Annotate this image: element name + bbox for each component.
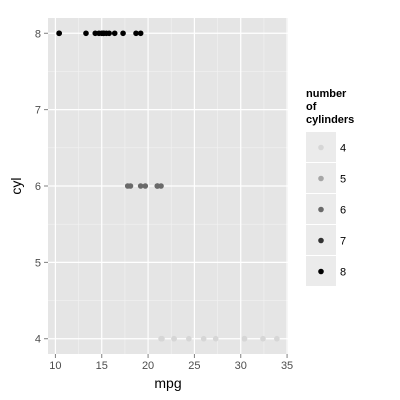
data-point [158,335,164,342]
legend-entry-label: 5 [340,174,346,186]
y-tick-label: 8 [35,28,41,40]
data-points [56,30,280,342]
legend-title-line-3: cylinders [306,114,354,126]
grid-lines [48,18,288,354]
data-point [171,335,177,342]
x-tick-label: 10 [49,360,61,372]
data-point [111,30,118,37]
data-point [133,30,139,37]
legend-key-point [318,144,324,151]
x-tick-label: 20 [142,360,154,372]
legend-key-point [318,268,324,275]
x-tick-label: 30 [235,360,247,372]
legend-title-line-1: number [306,88,347,100]
x-axis-label: mpg [154,375,181,391]
y-tick-label: 5 [35,257,41,269]
data-point [83,30,89,37]
data-point [124,183,131,189]
legend-key-point [318,237,324,244]
x-axis-ticks: 10 15 20 25 30 35 [49,354,293,372]
data-point [142,183,149,189]
legend-entry-label: 7 [340,236,346,248]
x-tick-label: 25 [188,360,200,372]
data-point [137,183,144,189]
data-point [158,183,164,189]
data-point [260,335,266,342]
y-tick-label: 7 [35,105,41,117]
legend-title-line-2: of [306,101,317,113]
y-axis-ticks: 4 5 6 7 8 [35,28,48,346]
legend-entry-label: 4 [340,143,346,155]
data-point [186,335,192,342]
data-point [120,30,126,37]
y-axis-label: cyl [8,177,24,194]
legend-entry-label: 6 [340,205,346,217]
legend-key-point [318,206,324,213]
data-point [200,335,207,342]
x-tick-label: 15 [96,360,108,372]
x-tick-label: 35 [281,360,293,372]
legend-entry-label: 8 [340,267,346,279]
y-tick-label: 6 [35,181,41,193]
data-point [98,30,105,37]
data-point [274,335,280,342]
data-point [56,30,62,37]
legend-key-point [318,175,324,182]
data-point [106,30,112,37]
legend: number of cylinders 4 5 6 7 8 [306,88,354,286]
data-point [137,30,144,37]
data-point [241,335,248,342]
data-point [212,335,219,342]
legend-entries: 4 5 6 7 8 [306,132,346,286]
y-tick-label: 4 [35,334,41,346]
